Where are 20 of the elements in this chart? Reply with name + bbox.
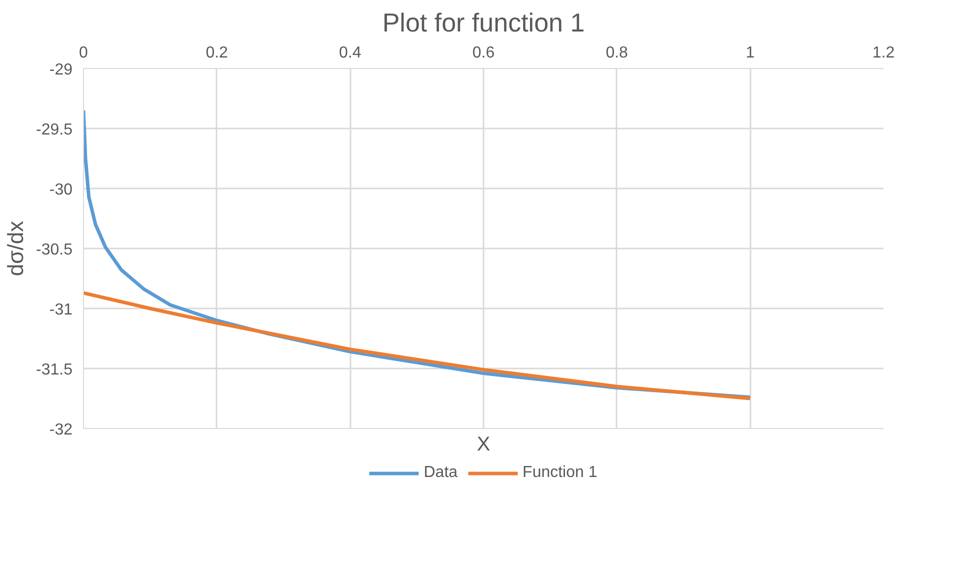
y-axis-title: dσ/dx [3, 220, 28, 276]
y-tick-label: -32 [49, 422, 73, 438]
x-axis-title: X [476, 434, 490, 456]
x-tick-label: 0.4 [339, 44, 362, 62]
x-tick-label: 0.2 [206, 44, 228, 62]
legend-label: Function 1 [522, 464, 598, 482]
x-tick-label: 0 [79, 44, 88, 62]
y-tick-label: -31.5 [36, 362, 73, 378]
y-tick-label: -30 [49, 182, 73, 198]
line-series [84, 291, 752, 400]
x-tick-label: 0.6 [472, 44, 495, 62]
y-tick-label: -29 [49, 62, 73, 78]
y-tick-label: -31 [49, 302, 73, 318]
x-tick-label: 1.2 [872, 44, 895, 62]
y-tick-label: -29.5 [36, 122, 73, 138]
chart-title: Plot for function 1 [382, 8, 585, 38]
x-tick-label: 1 [746, 44, 755, 62]
y-tick-label: -30.5 [36, 242, 73, 258]
x-tick-label: 0.8 [606, 44, 628, 62]
legend-label: Data [424, 464, 458, 482]
